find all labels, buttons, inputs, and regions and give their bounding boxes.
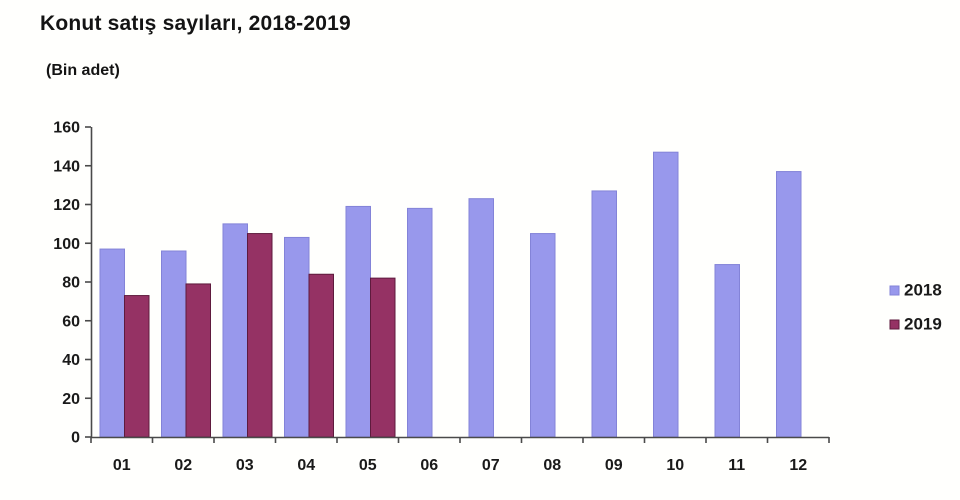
bar-2018-12: [776, 171, 802, 438]
legend-swatch-2018: [889, 285, 900, 296]
y-tick-label: 100: [53, 236, 80, 253]
chart-title: Konut satış sayıları, 2018-2019: [40, 12, 351, 35]
legend-label-2018: 2018: [904, 281, 942, 300]
bar-2019-01: [124, 295, 150, 438]
x-tick-label: 01: [113, 457, 131, 474]
bar-2019-02: [185, 283, 211, 438]
bar-2018-05: [345, 205, 371, 438]
legend-swatch-2019: [889, 319, 900, 330]
legend-label-2019: 2019: [904, 315, 942, 334]
bar-2019-05: [370, 277, 396, 438]
bar-2018-11: [714, 264, 740, 438]
y-tick-label: 140: [53, 158, 80, 175]
x-tick-label: 10: [666, 457, 684, 474]
y-tick-label: 40: [62, 352, 80, 369]
bar-2018-04: [284, 236, 310, 438]
x-tick-label: 09: [605, 457, 623, 474]
bar-2018-08: [530, 233, 556, 438]
y-tick-label: 0: [71, 430, 80, 447]
y-tick-label: 80: [62, 275, 80, 292]
y-tick-label: 20: [62, 391, 80, 408]
bar-2018-01: [99, 248, 125, 438]
bar-2018-02: [161, 250, 187, 438]
x-tick-label: 08: [543, 457, 561, 474]
y-tick-label: 160: [53, 120, 80, 137]
bar-2018-09: [591, 190, 617, 438]
x-tick-label: 06: [420, 457, 438, 474]
x-tick-label: 03: [236, 457, 254, 474]
axis-unit-label: (Bin adet): [46, 62, 120, 79]
x-tick-label: 11: [728, 457, 745, 474]
x-tick-label: 04: [297, 457, 315, 474]
x-tick-label: 02: [174, 457, 192, 474]
bar-2018-06: [407, 207, 433, 438]
bar-2018-07: [468, 198, 494, 438]
bar-2019-03: [247, 233, 273, 438]
y-tick-label: 60: [62, 313, 80, 330]
bar-2018-03: [222, 223, 248, 438]
bar-2019-04: [308, 273, 334, 438]
y-tick-label: 120: [53, 197, 80, 214]
x-tick-label: 07: [482, 457, 500, 474]
x-tick-label: 05: [359, 457, 377, 474]
x-tick-label: 12: [789, 457, 807, 474]
bar-2018-10: [653, 151, 679, 438]
